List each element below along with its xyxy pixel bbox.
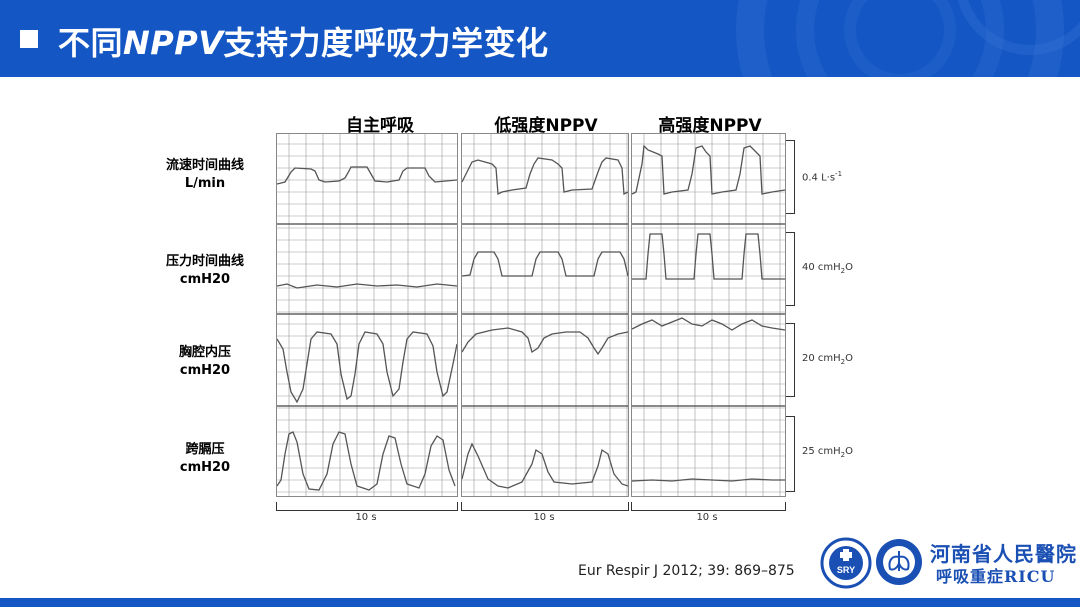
pressure-trace [277, 283, 457, 289]
panel-grid [462, 134, 628, 496]
row-label-transdi-line1: 跨膈压 [185, 442, 225, 457]
scale-label-pleural: 20 cmH2O [802, 353, 854, 366]
flow-trace [462, 157, 628, 196]
row-label-pleural-line1: 胸腔内压 [178, 345, 231, 360]
sry-logo-icon: SRY [820, 537, 872, 589]
column-title-high-nppv: 高强度NPPV [658, 116, 762, 136]
row-label-pressure: 压力时间曲线 cmH20 [140, 253, 270, 289]
title-prefix: 不同 [58, 24, 124, 62]
department-name: 呼吸重症RICU [936, 567, 1056, 586]
title-suffix: 支持力度呼吸力学变化 [223, 24, 549, 62]
sry-badge-text: SRY [837, 565, 855, 575]
title-bar: 不同NPPV支持力度呼吸力学变化 [0, 0, 1080, 77]
scale-bracket-flow [786, 140, 795, 214]
panel-grid [277, 134, 457, 496]
time-bar-high-nppv [631, 502, 786, 511]
waveform-svg-high-nppv [632, 134, 785, 496]
pressure-trace [462, 251, 628, 277]
column-title-low-nppv: 低强度NPPV [494, 116, 598, 136]
time-label-high-nppv: 10 s [696, 512, 718, 523]
row-label-pressure-line2: cmH20 [179, 272, 231, 287]
decorative-rings [736, 0, 1080, 77]
hospital-name: 河南省人民醫院 [930, 542, 1077, 566]
waveform-svg-spontaneous [277, 134, 457, 496]
row-label-flow-line1: 流速时间曲线 [165, 158, 244, 173]
title-bullet [20, 30, 38, 48]
row-label-pleural-line2: cmH20 [179, 363, 231, 378]
time-bar-low-nppv [461, 502, 629, 511]
scale-label-transdiaphragmatic: 25 cmH2O [802, 446, 854, 459]
waveform-panel-spontaneous [276, 133, 458, 497]
slide-title: 不同NPPV支持力度呼吸力学变化 [58, 18, 548, 64]
footer-bar [0, 598, 1080, 607]
scale-label-pressure: 40 cmH2O [802, 262, 854, 275]
pleural-pressure-trace [277, 331, 457, 404]
row-label-flow: 流速时间曲线 L/min [140, 157, 270, 193]
flow-trace [277, 166, 457, 185]
citation: Eur Respir J 2012; 39: 869–875 [578, 563, 795, 579]
scale-label-flow: 0.4 L·s-1 [802, 170, 843, 184]
scale-bracket-pressure [786, 232, 795, 306]
transdiaphragmatic-trace [462, 442, 628, 489]
title-italic: NPPV [123, 24, 224, 62]
row-label-flow-line2: L/min [184, 176, 226, 191]
time-bar-spontaneous [276, 502, 458, 511]
time-label-low-nppv: 10 s [533, 512, 555, 523]
scale-bracket-transdiaphragmatic [786, 416, 795, 492]
flow-trace [632, 144, 785, 195]
waveform-panel-high-nppv [631, 133, 786, 497]
row-label-pleural: 胸腔内压 cmH20 [140, 344, 270, 380]
pressure-trace [632, 233, 785, 280]
scale-bracket-pleural [786, 323, 795, 397]
time-label-spontaneous: 10 s [355, 512, 377, 523]
transdiaphragmatic-trace [277, 431, 456, 491]
pleural-pressure-trace [632, 317, 785, 331]
waveform-panel-low-nppv [461, 133, 629, 497]
ricu-logo-icon [876, 539, 922, 585]
waveform-svg-low-nppv [462, 134, 628, 496]
column-title-spontaneous: 自主呼吸 [346, 116, 414, 136]
row-label-transdiaphragmatic: 跨膈压 cmH20 [140, 441, 270, 477]
pleural-pressure-trace [462, 327, 628, 356]
row-label-pressure-line1: 压力时间曲线 [165, 254, 244, 269]
transdiaphragmatic-trace [632, 478, 785, 482]
row-label-transdi-line2: cmH20 [179, 460, 231, 475]
